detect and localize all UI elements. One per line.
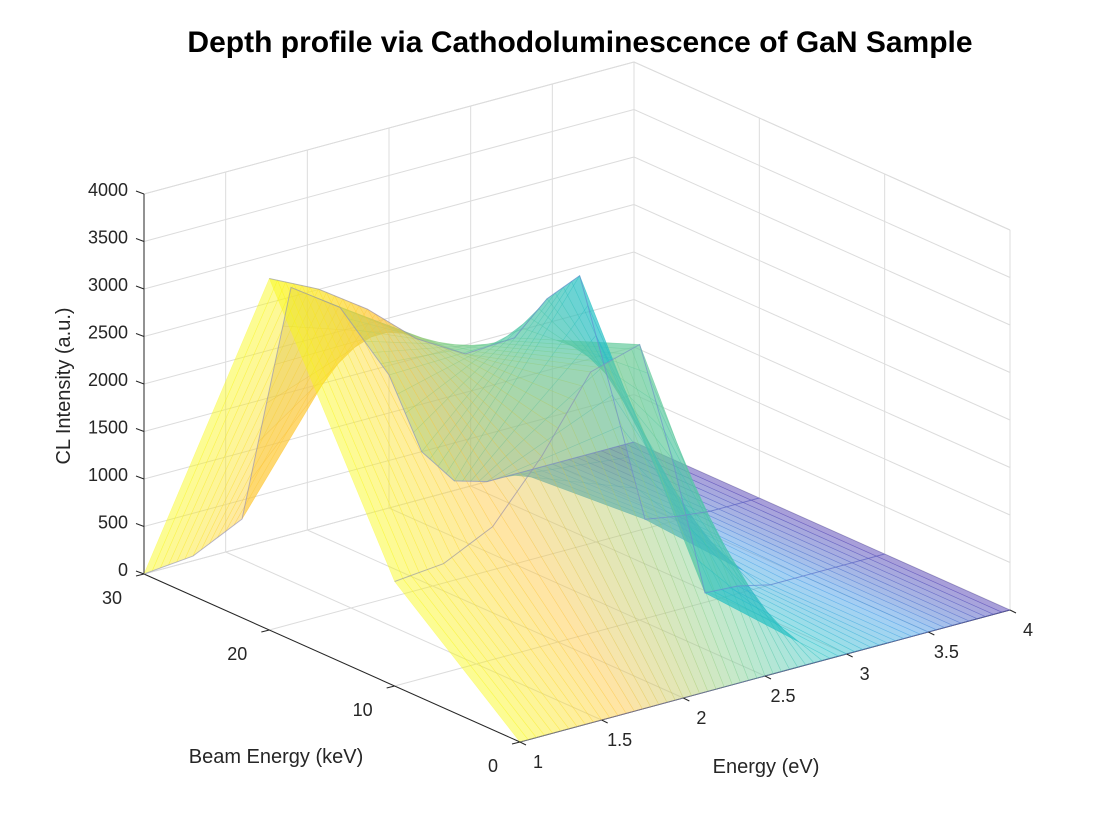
x-tick-label: 1	[533, 752, 543, 772]
side-wall-grid-line	[633, 441, 1011, 611]
side-wall-grid-line	[633, 299, 1011, 468]
y-tick-label: 20	[227, 644, 247, 664]
y-tick-mark	[261, 629, 270, 633]
y-axis-label: Beam Energy (keV)	[189, 746, 364, 768]
z-tick-mark	[135, 333, 145, 337]
z-tick-label: 2000	[88, 370, 128, 390]
x-tick-label: 3.5	[934, 642, 959, 662]
back-wall-grid-line	[143, 204, 635, 337]
back-wall-grid-line	[143, 251, 635, 385]
side-wall-grid-line	[633, 251, 1011, 421]
z-tick-label: 500	[98, 513, 128, 533]
series-line	[394, 343, 885, 594]
x-axis-label: Energy (eV)	[713, 756, 820, 778]
side-wall-grid-line	[633, 109, 1011, 278]
surface-layer	[143, 274, 1011, 743]
x-tick-mark	[764, 675, 772, 680]
y-tick-mark	[386, 685, 395, 689]
z-tick-label: 1500	[88, 418, 128, 438]
side-wall-grid-line	[633, 204, 1011, 373]
back-wall-grid-line	[143, 299, 635, 432]
z-tick-label: 2500	[88, 323, 128, 343]
side-wall-grid-line	[633, 156, 1011, 326]
z-tick-label: 4000	[88, 180, 128, 200]
box-edge	[143, 61, 635, 195]
series-line	[143, 286, 635, 575]
z-tick-mark	[135, 475, 145, 480]
z-tick-label: 3000	[88, 275, 128, 295]
z-axis-label: CL Intensity (a.u.)	[53, 307, 75, 464]
z-tick-mark	[135, 190, 145, 195]
z-tick-mark	[135, 428, 145, 432]
floor-grid-line	[388, 507, 766, 677]
x-tick-mark	[846, 653, 853, 658]
side-wall-grid-line	[633, 394, 1011, 563]
tick-layer: 1 1.5 2 2.5 3 3.5 4 0 10 20 30 0 500 1000 1500 2000 2500…	[88, 180, 1033, 776]
box-edge	[633, 61, 1011, 231]
z-tick-label: 3500	[88, 228, 128, 248]
surface-band	[143, 274, 761, 575]
x-tick-label: 2.5	[770, 686, 795, 706]
floor-grid-line	[269, 497, 760, 631]
x-tick-label: 3	[860, 664, 870, 684]
x-tick-label: 2	[696, 708, 706, 728]
y-tick-label: 0	[488, 756, 498, 776]
back-wall-grid-line	[143, 394, 635, 527]
grid-layer	[143, 61, 1011, 743]
z-tick-mark	[135, 570, 145, 575]
side-wall-grid-line	[633, 346, 1011, 516]
back-wall-grid-line	[143, 156, 635, 290]
y-axis-line	[143, 573, 521, 743]
z-tick-label: 0	[118, 560, 128, 580]
series-line	[269, 274, 760, 520]
z-tick-mark	[135, 285, 145, 290]
y-tick-label: 30	[102, 588, 122, 608]
back-wall-grid-line	[143, 109, 635, 242]
y-tick-label: 10	[353, 700, 373, 720]
z-tick-label: 1000	[88, 465, 128, 485]
floor-grid-line	[225, 551, 602, 721]
y-tick-mark	[135, 573, 145, 577]
x-tick-mark	[928, 631, 935, 636]
floor-grid-line	[307, 529, 684, 699]
z-tick-mark	[135, 523, 145, 527]
z-tick-mark	[135, 238, 145, 242]
x-tick-mark	[683, 697, 690, 702]
floor-grid-line	[552, 463, 929, 633]
y-tick-mark	[511, 741, 521, 745]
z-tick-mark	[135, 380, 145, 385]
x-tick-mark	[519, 741, 527, 746]
chart-title: Depth profile via Cathodoluminescence of…	[187, 26, 972, 59]
x-tick-mark	[601, 719, 608, 724]
back-wall-grid-line	[143, 346, 635, 480]
floor-grid-line	[470, 485, 847, 655]
x-tick-label: 1.5	[607, 730, 632, 750]
surface-band	[268, 275, 886, 594]
x-tick-mark	[1009, 609, 1017, 614]
x-tick-label: 4	[1023, 620, 1033, 640]
